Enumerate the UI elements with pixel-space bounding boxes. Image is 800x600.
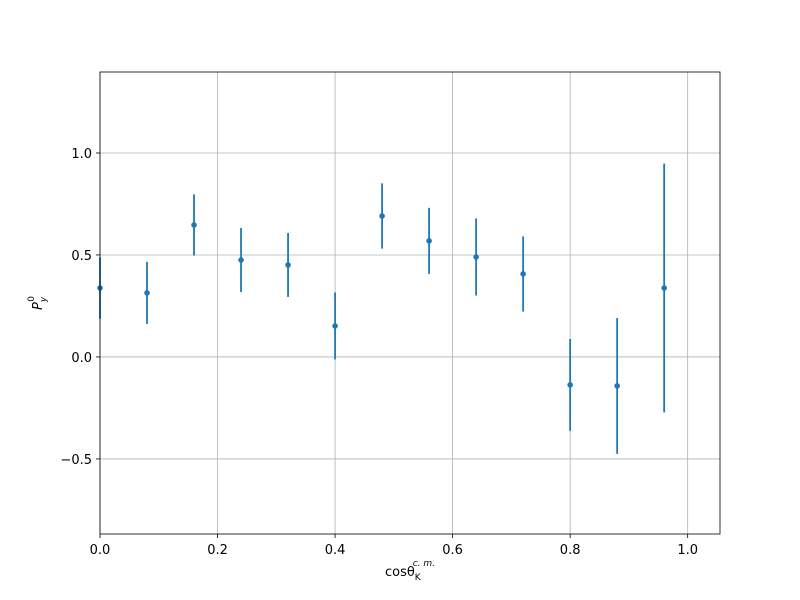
data-point — [567, 382, 573, 388]
data-point — [285, 262, 291, 268]
data-point — [379, 213, 385, 219]
y-label-sub: y — [39, 296, 49, 303]
grid — [99, 72, 720, 534]
y-tick-label: −0.5 — [60, 453, 92, 468]
x-tick-label: 0.6 — [442, 543, 463, 558]
x-tick-label: 0.2 — [207, 543, 228, 558]
ticks: 0.0 0.2 0.4 0.6 0.8 1.0 −0.5 0.0 0.5 1.0 — [60, 147, 698, 558]
data-point — [191, 222, 197, 228]
y-tick-label: 0.5 — [71, 249, 92, 264]
y-tick-label: 1.0 — [71, 147, 92, 162]
x-label-sup: c. m. — [413, 559, 435, 569]
data-point — [238, 257, 244, 263]
y-label-text: P — [31, 302, 46, 310]
x-tick-label: 1.0 — [677, 543, 698, 558]
y-tick-label: 0.0 — [71, 351, 92, 366]
plot-frame — [99, 71, 721, 535]
y-label-sup: 0 — [27, 296, 37, 302]
data-point — [614, 383, 620, 389]
data-point — [661, 285, 667, 291]
x-tick-label: 0.4 — [325, 543, 346, 558]
x-tick-label: 0.8 — [560, 543, 581, 558]
data-point — [332, 323, 338, 329]
data-point — [144, 290, 150, 296]
data-point — [520, 271, 526, 277]
x-label-sub: K — [415, 573, 422, 583]
y-axis-label: Py0 — [27, 296, 49, 310]
x-label-text: cosθ — [385, 565, 415, 580]
data-point — [426, 238, 432, 244]
x-axis-label: cosθKc. m. — [385, 559, 435, 583]
data-point — [473, 254, 479, 260]
x-tick-label: 0.0 — [90, 543, 111, 558]
